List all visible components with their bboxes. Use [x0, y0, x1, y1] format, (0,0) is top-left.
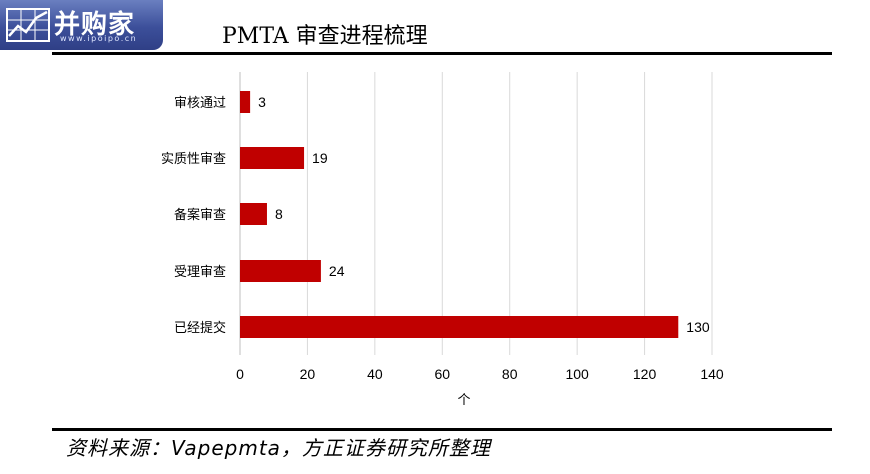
- data-label: 3: [258, 94, 266, 110]
- category-label: 备案审查: [174, 207, 226, 223]
- x-tick-label: 80: [502, 366, 518, 382]
- x-tick-label: 60: [434, 366, 450, 382]
- bottom-rule: [52, 428, 832, 431]
- data-label: 8: [275, 206, 283, 222]
- chart-gridlines: [239, 72, 713, 355]
- source-note: 资料来源：Vapepmta，方正证券研究所整理: [66, 436, 491, 460]
- logo-subtext: www.ipoipo.cn: [60, 34, 138, 43]
- x-tick-label: 120: [633, 366, 657, 382]
- x-tick-label: 20: [300, 366, 316, 382]
- chart-data-labels: 3 19 8 24 130: [258, 94, 710, 335]
- bar: [240, 147, 305, 169]
- x-tick-label: 40: [367, 366, 383, 382]
- x-tick-label: 100: [565, 366, 589, 382]
- x-axis-label: 个: [457, 393, 470, 408]
- page-title: PMTA 审查进程梳理: [222, 24, 428, 49]
- data-label: 19: [312, 150, 328, 166]
- bar: [240, 203, 267, 225]
- x-tick-label: 140: [700, 366, 724, 382]
- chart-logo-icon: [6, 8, 50, 42]
- category-label: 实质性审查: [161, 152, 226, 167]
- category-label: 审核通过: [174, 96, 226, 111]
- logo: 并购家 www.ipoipo.cn: [0, 0, 163, 50]
- logo-text: 并购家: [54, 10, 136, 40]
- bar: [240, 260, 321, 282]
- data-label: 130: [686, 319, 710, 335]
- data-label: 24: [329, 263, 345, 279]
- top-rule: [52, 52, 832, 55]
- x-tick-label: 0: [236, 366, 244, 382]
- bar: [240, 316, 679, 338]
- chart-bars: [240, 91, 679, 338]
- category-label: 已经提交: [174, 320, 226, 336]
- category-label: 受理审查: [174, 265, 226, 280]
- bar: [240, 91, 251, 113]
- chart-x-tick-labels: 0 20 40 60 80 100 120 140: [236, 366, 724, 382]
